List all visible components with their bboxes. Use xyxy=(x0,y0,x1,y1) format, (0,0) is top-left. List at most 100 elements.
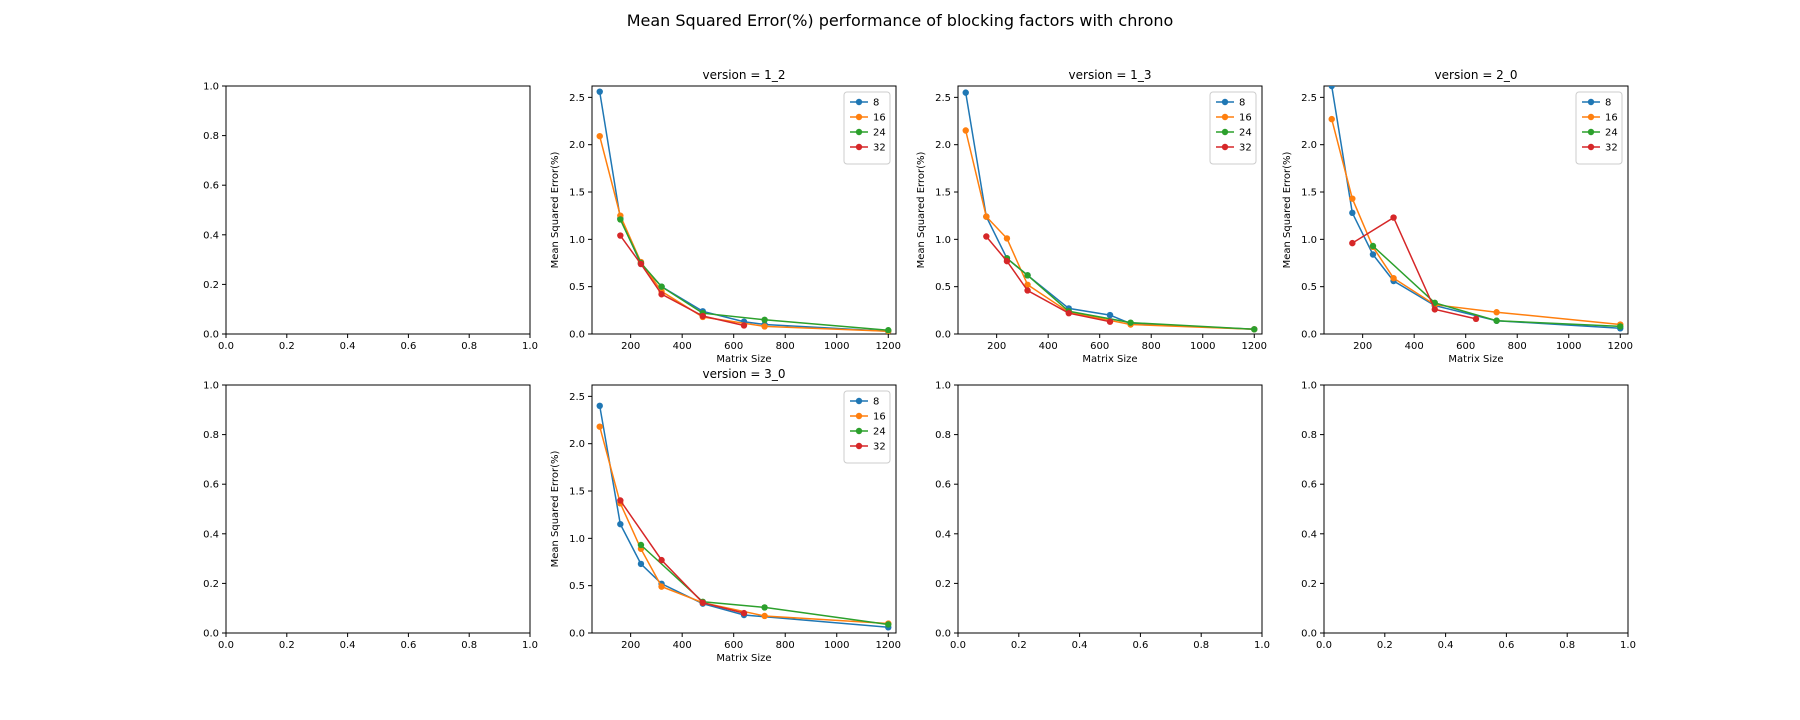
y-tick-label: 0.8 xyxy=(203,131,219,142)
y-tick-label: 1.5 xyxy=(935,188,951,199)
subplot-title: version = 1_3 xyxy=(1069,68,1152,82)
y-tick-label: 0.6 xyxy=(203,480,219,491)
data-point-16 xyxy=(1024,281,1031,288)
y-tick-label: 0.8 xyxy=(1301,430,1317,441)
legend: 8 16 24 32 xyxy=(843,91,891,165)
legend-label-8: 8 xyxy=(873,397,879,408)
series-line-24 xyxy=(619,219,889,331)
y-tick-label: 2.5 xyxy=(569,93,585,104)
legend-marker-32 xyxy=(1221,143,1229,151)
data-point-24 xyxy=(1617,323,1624,330)
subplot-title: version = 2_0 xyxy=(1435,68,1518,82)
data-point-16 xyxy=(1003,235,1011,242)
subplot-2: 200 400 600 800 1000 1200 0.0 0.5 1.0 1.5 2.0 2.5 ve… xyxy=(550,68,901,365)
y-tick-label: 0.0 xyxy=(935,330,951,341)
data-point-16 xyxy=(596,423,603,430)
data-point-24 xyxy=(1251,326,1258,333)
legend-label-16: 16 xyxy=(873,412,886,423)
subplot-grid: 0.0 0.2 0.4 0.6 0.8 1.0 0.0 0.2 0.4 0.6 0.8 1.0 200 4… xyxy=(203,68,1636,664)
x-tick-label: 0.0 xyxy=(218,341,234,352)
data-point-16 xyxy=(1390,274,1397,282)
data-point-32 xyxy=(1065,309,1072,317)
data-point-32 xyxy=(1390,214,1397,221)
y-tick-label: 0.0 xyxy=(1301,330,1317,341)
legend-marker-32 xyxy=(855,442,863,450)
y-axis-label: Mean Squared Error(%) xyxy=(916,151,927,268)
legend-marker-24 xyxy=(1587,128,1595,136)
y-tick-label: 1.0 xyxy=(203,82,219,93)
x-tick-label: 0.2 xyxy=(1011,640,1027,651)
series-line-32 xyxy=(1351,216,1477,320)
figure-title: Mean Squared Error(%) performance of blo… xyxy=(627,11,1174,30)
y-tick-label: 2.0 xyxy=(1301,140,1317,151)
legend-label-16: 16 xyxy=(1605,113,1618,124)
data-point-24 xyxy=(637,541,645,549)
legend-marker-24 xyxy=(855,128,863,136)
data-point-32 xyxy=(1431,306,1438,313)
y-tick-label: 0.4 xyxy=(1301,529,1317,540)
subplot-5: 0.0 0.2 0.4 0.6 0.8 1.0 0.0 0.2 0.4 0.6 0.8 1.0 xyxy=(203,381,538,652)
plot-area xyxy=(596,402,892,631)
y-tick-label: 0.4 xyxy=(203,230,219,241)
y-tick-label: 0.4 xyxy=(203,529,219,540)
legend-label-32: 32 xyxy=(873,442,886,453)
y-tick-label: 2.5 xyxy=(1301,93,1317,104)
x-tick-label: 1000 xyxy=(824,640,849,651)
y-tick-label: 0.8 xyxy=(935,430,951,441)
x-tick-label: 0.0 xyxy=(218,640,234,651)
data-point-32 xyxy=(1349,239,1356,247)
x-tick-label: 0.6 xyxy=(400,341,416,352)
legend-box xyxy=(843,390,891,464)
y-tick-label: 0.6 xyxy=(1301,480,1317,491)
data-point-24 xyxy=(1369,242,1377,250)
y-tick-label: 0.6 xyxy=(935,480,951,491)
x-tick-label: 200 xyxy=(621,640,640,651)
x-axis-label: Matrix Size xyxy=(716,354,771,365)
x-tick-label: 0.4 xyxy=(340,341,356,352)
legend-label-16: 16 xyxy=(873,113,886,124)
data-point-24 xyxy=(1127,319,1134,326)
x-tick-label: 1000 xyxy=(824,341,849,352)
plot-area xyxy=(962,89,1258,333)
x-tick-label: 800 xyxy=(776,341,795,352)
legend-label-24: 24 xyxy=(873,427,886,438)
y-tick-label: 0.2 xyxy=(203,579,219,590)
data-point-8 xyxy=(1328,86,1335,90)
x-tick-label: 400 xyxy=(1039,341,1058,352)
legend-marker-8 xyxy=(1221,98,1229,106)
x-axis-label: Matrix Size xyxy=(1082,354,1137,365)
legend-marker-8 xyxy=(855,98,863,106)
x-tick-label: 1200 xyxy=(876,341,901,352)
x-tick-label: 200 xyxy=(1353,341,1372,352)
series-line-24 xyxy=(640,544,889,626)
x-tick-label: 800 xyxy=(1142,341,1161,352)
x-tick-label: 400 xyxy=(1405,341,1424,352)
y-tick-label: 1.0 xyxy=(569,235,585,246)
legend-label-8: 8 xyxy=(1605,98,1611,109)
x-tick-label: 1.0 xyxy=(1254,640,1270,651)
data-point-16 xyxy=(1349,195,1356,202)
data-point-24 xyxy=(761,604,768,611)
legend-box xyxy=(1575,91,1623,165)
data-point-24 xyxy=(885,621,892,628)
y-tick-label: 2.0 xyxy=(569,439,585,450)
data-point-24 xyxy=(1493,317,1500,324)
x-tick-label: 0.0 xyxy=(950,640,966,651)
y-tick-label: 0.2 xyxy=(935,579,951,590)
legend-label-8: 8 xyxy=(1239,98,1245,109)
series-line-24 xyxy=(1372,245,1621,328)
x-tick-label: 0.6 xyxy=(1498,640,1514,651)
axes-frame xyxy=(1323,384,1629,634)
x-tick-label: 1000 xyxy=(1556,341,1581,352)
legend-label-32: 32 xyxy=(1605,143,1618,154)
data-point-32 xyxy=(658,291,665,298)
x-tick-label: 0.6 xyxy=(400,640,416,651)
subplot-title: version = 3_0 xyxy=(703,367,786,381)
subplot-title: version = 1_2 xyxy=(703,68,786,82)
x-tick-label: 200 xyxy=(987,341,1006,352)
legend-marker-8 xyxy=(855,397,863,405)
data-point-32 xyxy=(617,497,624,504)
data-point-32 xyxy=(699,599,706,606)
axes-frame xyxy=(957,85,1263,335)
legend: 8 16 24 32 xyxy=(1575,91,1623,165)
